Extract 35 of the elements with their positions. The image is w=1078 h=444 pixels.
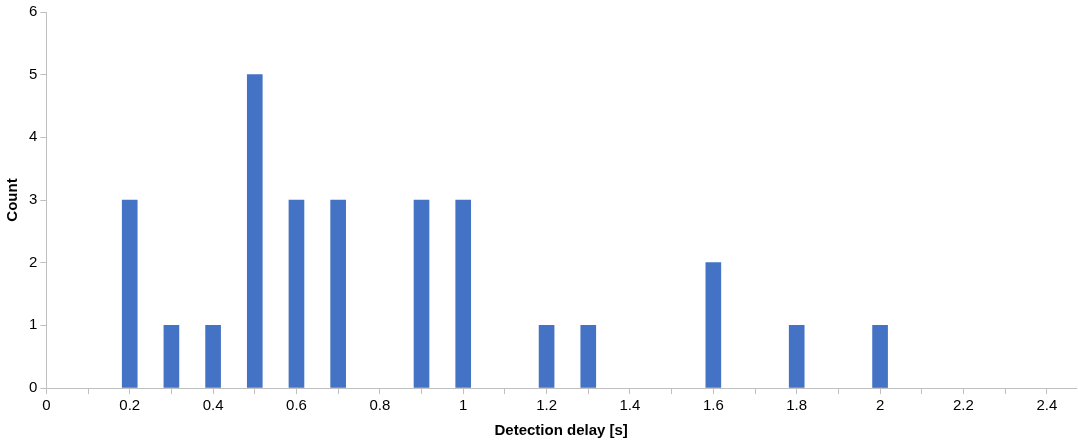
bar <box>872 325 888 388</box>
x-tick-label: 2.2 <box>953 396 974 414</box>
bar <box>163 325 180 388</box>
bar <box>788 325 805 388</box>
x-tick-label: 0.2 <box>119 396 141 414</box>
y-axis-title: Count <box>3 178 21 222</box>
y-tick-label: 0 <box>29 378 38 396</box>
x-tick-label: 0 <box>42 396 51 414</box>
x-tick-label: 1.2 <box>536 396 558 414</box>
bar <box>538 325 555 388</box>
x-tick-label: 0.4 <box>202 396 224 414</box>
bar <box>580 325 597 388</box>
bar <box>455 199 472 388</box>
x-tick-label: 2.4 <box>1036 396 1058 414</box>
x-axis-title: Detection delay [s] <box>494 421 628 439</box>
y-tick-label: 1 <box>29 315 38 333</box>
bar <box>413 199 430 388</box>
y-tick-label: 4 <box>29 127 38 145</box>
x-tick-label: 0.8 <box>369 396 391 414</box>
y-tick-label: 5 <box>29 64 38 82</box>
x-tick-label: 1.8 <box>786 396 808 414</box>
x-tick-label: 1.6 <box>702 396 724 414</box>
x-tick-label: 2 <box>875 396 885 414</box>
bar <box>246 74 263 388</box>
y-tick-label: 2 <box>29 252 38 270</box>
bar <box>288 199 305 388</box>
x-tick-label: 1 <box>459 396 468 414</box>
bar <box>705 262 722 388</box>
bar <box>121 199 138 388</box>
bar <box>205 325 221 388</box>
x-tick-label: 1.4 <box>619 396 641 414</box>
x-tick-label: 0.6 <box>286 396 307 414</box>
bar <box>330 199 346 388</box>
y-tick-label: 3 <box>29 190 38 208</box>
y-tick-label: 6 <box>29 2 38 20</box>
